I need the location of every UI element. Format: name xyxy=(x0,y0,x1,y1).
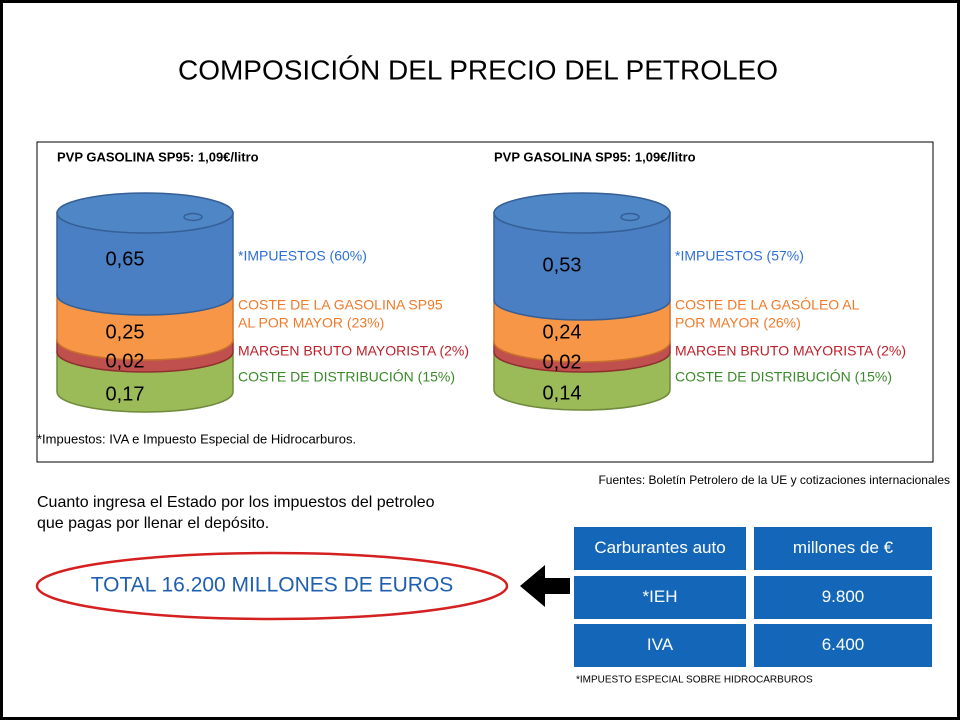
source: Fuentes: Boletín Petrolero de la UE y co… xyxy=(598,473,950,487)
table-cell xyxy=(574,624,746,667)
barrel-segment xyxy=(56,212,234,316)
panel-box xyxy=(36,141,934,463)
segment-label: MARGEN BRUTO MAYORISTA (2%) xyxy=(238,343,469,359)
table-cell-text: millones de € xyxy=(793,538,894,557)
table-cell xyxy=(754,624,932,667)
table-cell xyxy=(574,576,746,619)
segment-label: *IMPUESTOS (60%) xyxy=(238,248,367,264)
segment-value: 0,02 xyxy=(106,350,145,372)
barrel-segment xyxy=(493,212,671,321)
barrel-cap xyxy=(183,212,203,222)
segment-label: COSTE DE DISTRIBUCIÓN (15%) xyxy=(238,369,455,385)
segment-value: 0,53 xyxy=(543,254,582,276)
segment-value: 0,25 xyxy=(106,321,145,343)
arrow xyxy=(520,565,570,607)
segment-value: 0,24 xyxy=(543,321,582,343)
question: Cuanto ingresa el Estado por los impuest… xyxy=(37,494,435,511)
segment-value: 0,14 xyxy=(543,382,582,404)
table-cell-text: 9.800 xyxy=(822,587,865,606)
question: que pagas por llenar el depósito. xyxy=(37,515,269,532)
footnote: *Impuestos: IVA e Impuesto Especial de H… xyxy=(37,431,356,446)
table-cell-text: *IEH xyxy=(643,587,678,606)
barrel-top xyxy=(56,192,234,234)
segment-label: MARGEN BRUTO MAYORISTA (2%) xyxy=(675,343,906,359)
total: TOTAL 16.200 MILLONES DE EUROS xyxy=(91,574,454,597)
table-note: *IMPUESTO ESPECIAL SOBRE HIDROCARBUROS xyxy=(576,675,813,686)
segment-label: *IMPUESTOS (57%) xyxy=(675,248,804,264)
table-cell xyxy=(754,527,932,570)
panel-header: PVP GASOLINA SP95: 1,09€/litro xyxy=(494,149,696,164)
segment-label: COSTE DE LA GASÓLEO AL xyxy=(675,297,860,313)
total-ellipse xyxy=(35,551,509,621)
segment-value: 0,65 xyxy=(106,248,145,270)
segment-label: COSTE DE DISTRIBUCIÓN (15%) xyxy=(675,369,892,385)
segment-label: POR MAYOR (26%) xyxy=(675,315,801,331)
barrel-cap xyxy=(620,212,640,222)
segment-label: AL POR MAYOR (23%) xyxy=(238,315,384,331)
table-cell-text: Carburantes auto xyxy=(594,538,725,557)
panel-header: PVP GASOLINA SP95: 1,09€/litro xyxy=(57,149,259,164)
table-cell-text: IVA xyxy=(647,635,674,654)
segment-value: 0,02 xyxy=(543,351,582,373)
segment-label: COSTE DE LA GASOLINA SP95 xyxy=(238,297,443,313)
barrel-top xyxy=(493,192,671,234)
table-cell xyxy=(754,576,932,619)
table-cell xyxy=(574,527,746,570)
title: COMPOSICIÓN DEL PRECIO DEL PETROLEO xyxy=(178,54,778,85)
segment-value: 0,17 xyxy=(106,383,145,405)
table-cell-text: 6.400 xyxy=(822,635,865,654)
